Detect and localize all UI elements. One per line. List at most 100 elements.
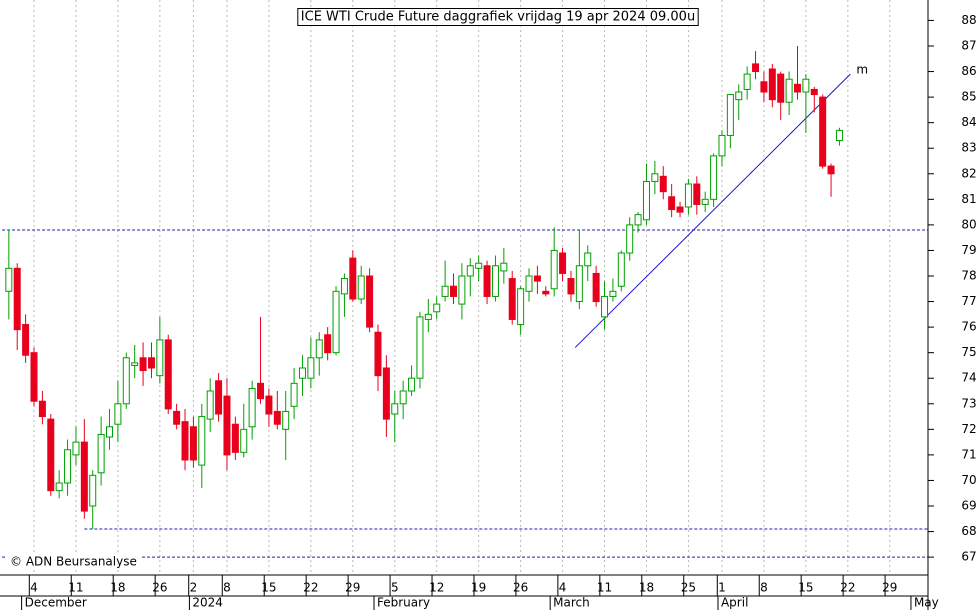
candle-body: [282, 410, 290, 430]
y-tick-label: 84: [961, 115, 976, 129]
y-tick-label: 73: [961, 396, 976, 410]
y-tick-label: 67: [961, 550, 976, 564]
x-tick-label: 11: [68, 581, 83, 595]
x-tick-label: 19: [471, 581, 486, 595]
candle-body: [768, 68, 776, 101]
x-tick-label: 8: [760, 581, 768, 595]
candle-body: [819, 96, 827, 167]
y-tick-label: 78: [961, 269, 976, 283]
candle-body: [122, 357, 130, 405]
candle-body: [525, 275, 533, 292]
candle-body: [399, 390, 407, 405]
candle-body: [131, 362, 139, 366]
candle-body: [30, 352, 38, 402]
candle-body: [315, 339, 323, 359]
candle-body: [424, 313, 432, 320]
candle-body: [391, 403, 399, 415]
candle-body: [466, 265, 474, 277]
candle-body: [584, 252, 592, 267]
month-label: December: [25, 596, 87, 610]
y-tick-label: 76: [961, 320, 976, 334]
title-box: [297, 8, 699, 26]
x-tick-label: 29: [882, 581, 897, 595]
candle-body: [408, 377, 416, 392]
candle-body: [223, 395, 231, 456]
x-tick-label: 5: [391, 581, 399, 595]
month-label: February: [377, 596, 430, 610]
candle-body: [106, 426, 114, 438]
candle-body: [592, 272, 600, 303]
candle-body: [173, 410, 181, 425]
candle-body: [189, 426, 197, 461]
candle-body: [265, 395, 273, 415]
x-tick-label: 11: [597, 581, 612, 595]
x-tick-label: 29: [345, 581, 360, 595]
candle-body: [290, 382, 298, 407]
month-label: March: [553, 596, 590, 610]
candle-body: [47, 418, 55, 492]
candle-body: [198, 416, 206, 466]
candle-body: [642, 180, 650, 221]
candle-body: [726, 94, 734, 136]
y-tick-label: 72: [961, 422, 976, 436]
candle-body: [458, 275, 466, 305]
x-tick-label: 26: [152, 581, 167, 595]
candle-body: [55, 482, 63, 492]
candle-body: [777, 73, 785, 103]
candle-body: [22, 324, 30, 356]
source-box: [6, 553, 141, 570]
plot-area: [0, 0, 928, 575]
candle-body: [215, 380, 223, 415]
candle-body: [559, 252, 567, 274]
candle-body: [483, 265, 491, 297]
candle-body: [366, 275, 374, 328]
x-tick-label: 4: [559, 581, 567, 595]
candle-body: [710, 155, 718, 200]
y-tick-label: 74: [961, 371, 976, 385]
y-tick-label: 81: [961, 192, 976, 206]
candle-body: [609, 290, 617, 297]
y-tick-label: 69: [961, 499, 976, 513]
y-tick-label: 87: [961, 39, 976, 53]
candle-body: [324, 334, 332, 354]
candle-body: [542, 290, 550, 295]
candle-body: [450, 285, 457, 297]
candle-body: [374, 331, 382, 377]
y-tick-label: 79: [961, 243, 976, 257]
candle-body: [575, 265, 583, 303]
candle-body: [240, 428, 248, 453]
candle-body: [693, 183, 701, 205]
candle-body: [114, 403, 122, 425]
x-tick-label: 8: [223, 581, 231, 595]
y-tick-label: 86: [961, 64, 976, 78]
candle-body: [97, 433, 105, 474]
candle-body: [181, 421, 189, 461]
candle-body: [475, 262, 483, 269]
x-tick-label: 1: [718, 581, 726, 595]
candle-body: [701, 198, 709, 205]
x-tick-label: 22: [840, 581, 855, 595]
y-tick-label: 68: [961, 524, 976, 538]
source-label: © ADN Beursanalyse: [10, 555, 137, 569]
candle-body: [634, 214, 642, 226]
candle-body: [80, 441, 88, 512]
candle-body: [72, 441, 80, 456]
candle-body: [601, 295, 609, 318]
candle-body: [298, 367, 306, 379]
candle-body: [802, 78, 810, 93]
candle-body: [147, 357, 155, 369]
trendline-label: m: [856, 63, 868, 77]
x-tick-label: 26: [513, 581, 528, 595]
chart-title: ICE WTI Crude Future daggrafiek vrijdag …: [301, 10, 695, 25]
candle-body: [164, 339, 172, 410]
candle-body: [416, 316, 424, 379]
candle-body: [550, 249, 558, 290]
candle-body: [13, 267, 21, 331]
x-tick-label: 18: [639, 581, 654, 595]
candle-body: [500, 262, 508, 272]
y-tick-label: 70: [961, 473, 976, 487]
candle-body: [156, 339, 164, 377]
month-label: April: [721, 596, 748, 610]
